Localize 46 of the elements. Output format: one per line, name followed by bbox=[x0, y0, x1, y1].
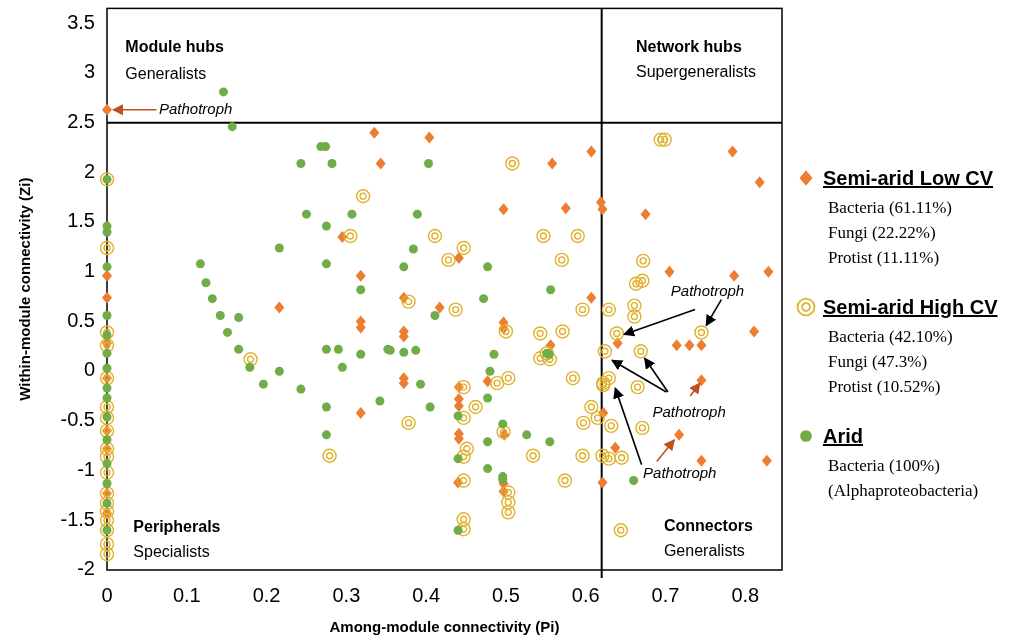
y-tick-label: 2.5 bbox=[67, 109, 95, 132]
annotation: Generalists bbox=[125, 65, 207, 83]
annotation: Pathotroph bbox=[670, 282, 745, 300]
annotation: Network hubs bbox=[635, 38, 742, 56]
text: Bacteria (61.11%) bbox=[828, 198, 952, 217]
annotation: Module hubs bbox=[125, 38, 225, 56]
text: Protist (10.52%) bbox=[828, 377, 941, 396]
text: (Alphaproteobacteria) bbox=[828, 481, 979, 500]
legend-label: Semi-arid Low CV bbox=[823, 167, 994, 189]
text: Bacteria (100%) bbox=[828, 456, 940, 475]
x-axis-title: Among-module connectivity (Pi) bbox=[329, 618, 560, 635]
x-tick-label: 0.1 bbox=[172, 584, 201, 607]
y-tick-label: -0.5 bbox=[60, 408, 95, 431]
x-tick-label: 0.2 bbox=[252, 584, 281, 607]
annotation: Connectors bbox=[663, 517, 753, 535]
text: Bacteria (42.10%) bbox=[828, 327, 953, 346]
text: Fungi (47.3%) bbox=[828, 352, 928, 371]
y-tick-label: -2 bbox=[77, 557, 95, 580]
annotation: Peripherals bbox=[133, 518, 221, 536]
x-tick-label: 0.3 bbox=[332, 584, 361, 607]
y-tick-label: 2 bbox=[83, 159, 95, 182]
text: Fungi (22.22%) bbox=[828, 223, 936, 242]
y-tick-label: 0 bbox=[83, 358, 95, 381]
legend-label: Arid bbox=[823, 425, 863, 447]
text: Protist (11.11%) bbox=[828, 248, 940, 267]
y-tick-label: 1 bbox=[83, 259, 95, 282]
x-tick-label: 0.4 bbox=[412, 584, 441, 607]
y-axis-title: Within-module connectivity (Zi) bbox=[16, 177, 33, 401]
annotation: Pathotroph bbox=[652, 403, 726, 421]
legend-label: Semi-arid High CV bbox=[823, 296, 999, 318]
y-tick-label: 3 bbox=[83, 60, 95, 83]
x-tick-label: 0.5 bbox=[492, 584, 520, 607]
y-tick-label: 0.5 bbox=[67, 308, 95, 331]
x-tick-label: 0.7 bbox=[651, 584, 680, 607]
annotation: Pathotroph bbox=[159, 99, 233, 117]
y-tick-label: 1.5 bbox=[67, 209, 95, 232]
y-tick-label: -1 bbox=[77, 457, 95, 480]
annotation: Pathotroph bbox=[643, 463, 717, 481]
annotation: Generalists bbox=[663, 542, 745, 560]
x-tick-label: 0.8 bbox=[731, 584, 760, 607]
y-tick-label: 3.5 bbox=[67, 10, 95, 33]
x-tick-label: 0.6 bbox=[571, 584, 600, 607]
annotation: Specialists bbox=[133, 543, 210, 561]
x-tick-label: 0 bbox=[101, 584, 113, 607]
y-tick-label: -1.5 bbox=[60, 507, 95, 530]
annotation: Supergeneralists bbox=[635, 63, 757, 81]
